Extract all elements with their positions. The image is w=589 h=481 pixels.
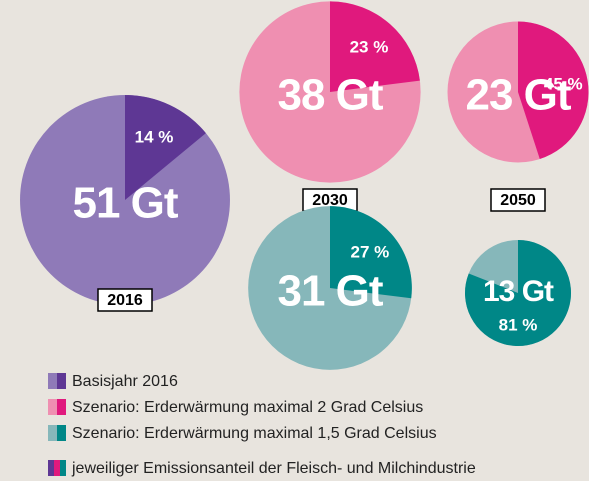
legend-label: Szenario: Erderwärmung maximal 2 Grad Ce… <box>72 399 423 416</box>
total-label: 38 Gt <box>277 71 383 120</box>
legend-swatch <box>48 425 57 441</box>
legend-swatch <box>48 399 57 415</box>
share-label: 23 % <box>350 37 389 56</box>
share-label: 27 % <box>351 242 390 261</box>
year-box <box>97 288 153 312</box>
pie-slice <box>330 1 420 92</box>
total-label: 31 Gt <box>277 267 383 316</box>
legend-swatch <box>48 460 54 476</box>
legend-label: jeweiliger Emissionsanteil der Fleisch- … <box>71 460 476 477</box>
pie-slice <box>518 21 589 160</box>
pie-slice <box>330 206 412 299</box>
total-label: 51 Gt <box>72 179 178 228</box>
pie-slice <box>125 95 206 200</box>
share-label: 81 % <box>499 315 538 334</box>
share-label: 14 % <box>135 128 174 147</box>
legend-swatch <box>60 460 66 476</box>
share-label: 45 % <box>544 74 583 93</box>
year-box <box>490 188 546 212</box>
legend-label: Szenario: Erderwärmung maximal 1,5 Grad … <box>72 425 437 442</box>
total-label: 13 Gt <box>483 275 554 308</box>
legend-swatch <box>54 460 60 476</box>
legend-swatch <box>48 373 57 389</box>
legend-swatch <box>57 425 66 441</box>
pie-slice <box>464 239 572 347</box>
year-label: 2030 <box>312 192 348 209</box>
total-label: 23 Gt <box>465 71 571 120</box>
legend-swatch <box>57 373 66 389</box>
year-label: 2050 <box>500 192 536 209</box>
legend-swatch <box>57 399 66 415</box>
legend-label: Basisjahr 2016 <box>72 373 178 390</box>
year-label: 2016 <box>107 292 143 309</box>
